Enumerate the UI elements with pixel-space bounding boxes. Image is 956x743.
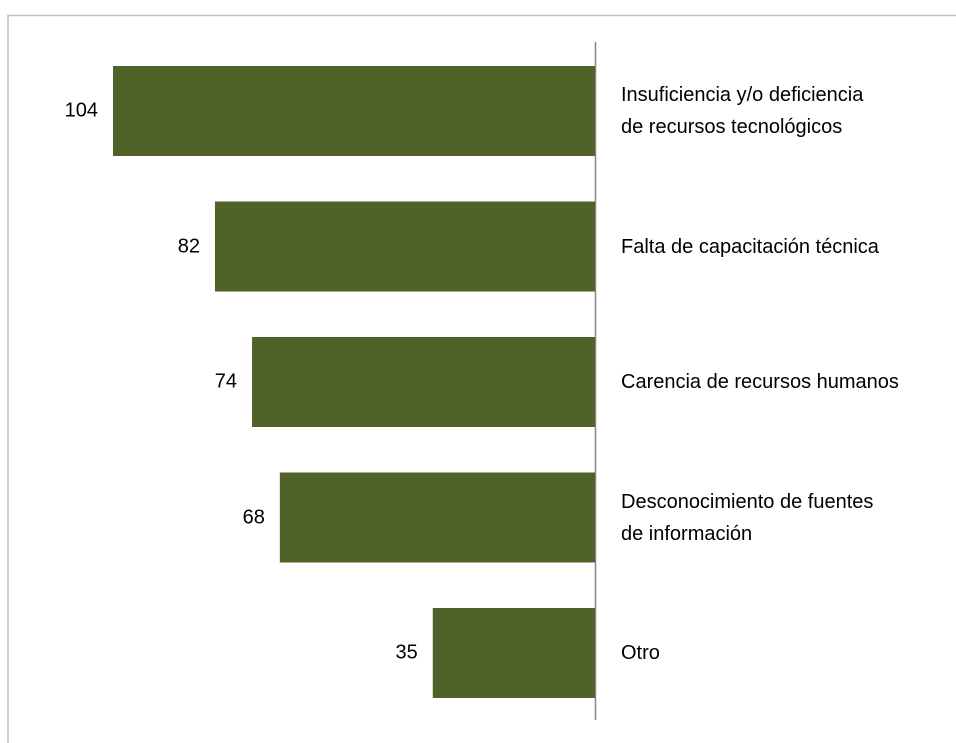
- category-label: Insuficiencia y/o deficiencia de recurso…: [621, 84, 864, 138]
- category-label: Otro: [621, 642, 660, 664]
- category-label: Carencia de recursos humanos: [621, 371, 899, 393]
- bar: [279, 472, 595, 563]
- category-label: Falta de capacitación técnica: [621, 235, 879, 258]
- bar: [214, 201, 595, 292]
- data-label: 68: [242, 506, 265, 528]
- data-label: 104: [64, 99, 98, 122]
- bar: [252, 337, 596, 427]
- data-label: 74: [214, 370, 238, 393]
- data-label: 82: [177, 235, 200, 257]
- bar: [113, 66, 595, 156]
- frame: [7, 14, 956, 743]
- data-label: 35: [395, 641, 418, 664]
- bar: [432, 608, 595, 698]
- category-label: Desconocimiento de fuentes de informació…: [621, 490, 874, 545]
